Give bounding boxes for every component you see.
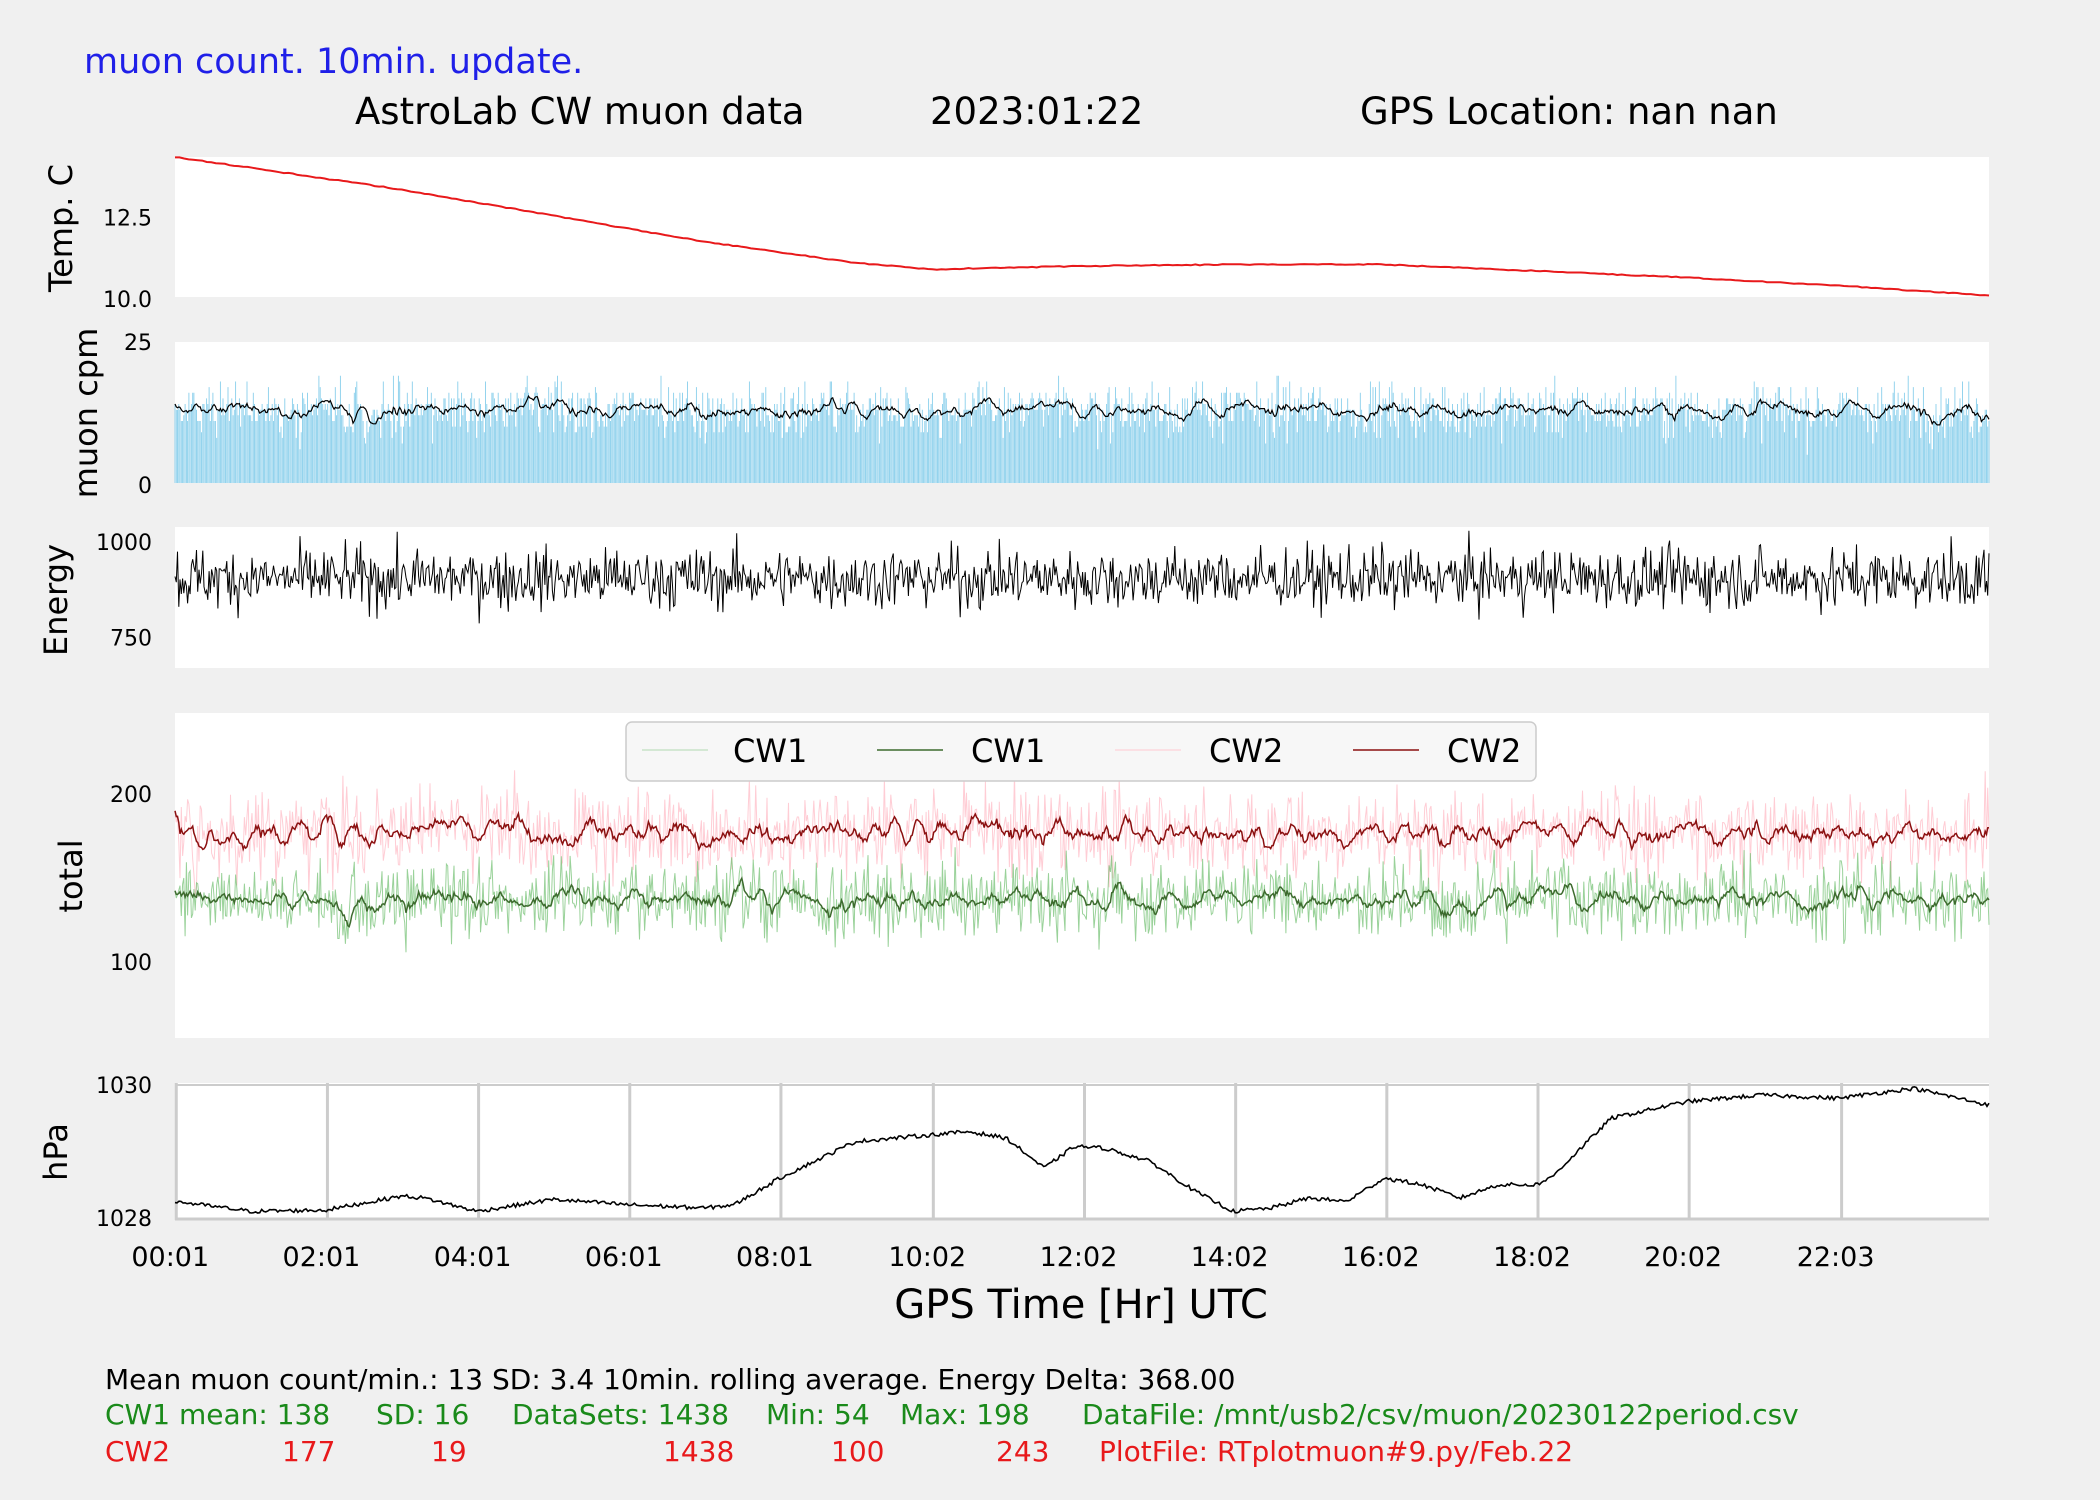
muon-cpm-ytick-label: 25 bbox=[124, 331, 152, 356]
x-axis-label: GPS Time [Hr] UTC bbox=[894, 1282, 1268, 1328]
cw1-datasets: DataSets: 1438 bbox=[512, 1398, 729, 1431]
temperature-line bbox=[175, 156, 1990, 297]
x-tick-label: 04:01 bbox=[434, 1242, 512, 1273]
pressure-series bbox=[174, 1083, 1990, 1221]
energy-line bbox=[174, 530, 1990, 624]
muon-cpm-rolling-average bbox=[174, 394, 1990, 426]
energy-series bbox=[174, 530, 1990, 624]
muon-cpm-panel bbox=[175, 342, 1989, 483]
legend-label-cw2-avg: CW2 bbox=[1447, 732, 1521, 770]
footer-cw1-row: CW1 mean: 138 SD: 16 DataSets: 1438 Min:… bbox=[105, 1398, 1799, 1431]
cw1-raw-line bbox=[174, 847, 1990, 953]
x-tick-label: 12:02 bbox=[1040, 1242, 1118, 1273]
muon-cpm-bars bbox=[174, 375, 1990, 483]
cw2-name: CW2 bbox=[105, 1435, 170, 1468]
energy-ytick-label: 750 bbox=[110, 627, 152, 652]
x-tick-label: 22:03 bbox=[1797, 1242, 1875, 1273]
pressure-line bbox=[174, 1085, 1990, 1214]
legend: CW1 CW1 CW2 CW2 bbox=[625, 721, 1537, 782]
tick-labels: 10.0 12.5 0 25 750 1000 100 200 1028 1030 00:01 02:… bbox=[96, 207, 1875, 1273]
total-series bbox=[174, 770, 1990, 953]
cw2-sd: 19 bbox=[431, 1435, 467, 1468]
chart-date: 2023:01:22 bbox=[930, 90, 1143, 133]
temperature-ytick-label: 10.0 bbox=[103, 288, 152, 313]
cw1-rolling-average-line bbox=[174, 876, 1990, 928]
subtitle: muon count. 10min. update. bbox=[84, 42, 583, 82]
temperature-panel bbox=[175, 157, 1989, 297]
cw2-datasets: 1438 bbox=[663, 1435, 734, 1468]
cw1-max: Max: 198 bbox=[900, 1398, 1030, 1431]
cw2-max: 243 bbox=[996, 1435, 1049, 1468]
cw2-rolling-average-line bbox=[174, 810, 1990, 852]
energy-ytick-label: 1000 bbox=[96, 531, 152, 556]
legend-label-cw2-raw: CW2 bbox=[1209, 732, 1283, 770]
x-tick-label: 16:02 bbox=[1342, 1242, 1420, 1273]
pressure-ytick-label: 1028 bbox=[96, 1207, 152, 1232]
cw2-mean: 177 bbox=[282, 1435, 335, 1468]
cw1-sd: SD: 16 bbox=[376, 1398, 469, 1431]
muon-cpm-ylabel: muon cpm bbox=[67, 328, 105, 499]
total-ytick-label: 100 bbox=[110, 951, 152, 976]
footer-cw2-row: CW2 177 19 1438 100 243 PlotFile: RTplot… bbox=[105, 1435, 1573, 1468]
legend-label-cw1-avg: CW1 bbox=[971, 732, 1045, 770]
x-tick-label: 10:02 bbox=[888, 1242, 966, 1273]
energy-ylabel: Energy bbox=[37, 544, 75, 656]
cw1-datafile: DataFile: /mnt/usb2/csv/muon/20230122per… bbox=[1082, 1398, 1799, 1431]
cw2-min: 100 bbox=[831, 1435, 884, 1468]
pressure-panel bbox=[175, 1083, 1989, 1220]
legend-label-cw1-raw: CW1 bbox=[733, 732, 807, 770]
muon-cpm-series bbox=[174, 375, 1990, 483]
chart-title: AstroLab CW muon data bbox=[355, 90, 805, 133]
x-tick-label: 00:01 bbox=[131, 1242, 209, 1273]
cw1-mean: CW1 mean: 138 bbox=[105, 1398, 330, 1431]
muon-cpm-ytick-label: 0 bbox=[138, 474, 152, 499]
x-tick-label: 08:01 bbox=[736, 1242, 814, 1273]
temperature-series bbox=[175, 156, 1990, 297]
total-ylabel: total bbox=[52, 839, 90, 912]
temperature-ylabel: Temp. C bbox=[42, 164, 80, 293]
x-tick-label: 20:02 bbox=[1644, 1242, 1722, 1273]
pressure-ytick-label: 1030 bbox=[96, 1074, 152, 1099]
legend-box bbox=[625, 721, 1537, 782]
footer-summary: Mean muon count/min.: 13 SD: 3.4 10min. … bbox=[105, 1363, 1235, 1396]
energy-panel bbox=[175, 527, 1989, 668]
x-tick-label: 06:01 bbox=[585, 1242, 663, 1273]
cw1-min: Min: 54 bbox=[766, 1398, 870, 1431]
x-tick-label: 02:01 bbox=[283, 1242, 361, 1273]
pressure-ylabel: hPa bbox=[37, 1123, 75, 1181]
gps-location: GPS Location: nan nan bbox=[1360, 90, 1778, 133]
temperature-ytick-label: 12.5 bbox=[103, 207, 152, 232]
cw2-raw-line bbox=[174, 770, 1990, 895]
cw2-plotfile: PlotFile: RTplotmuon#9.py/Feb.22 bbox=[1099, 1435, 1573, 1468]
x-tick-label: 18:02 bbox=[1493, 1242, 1571, 1273]
total-ytick-label: 200 bbox=[110, 783, 152, 808]
x-tick-label: 14:02 bbox=[1191, 1242, 1269, 1273]
